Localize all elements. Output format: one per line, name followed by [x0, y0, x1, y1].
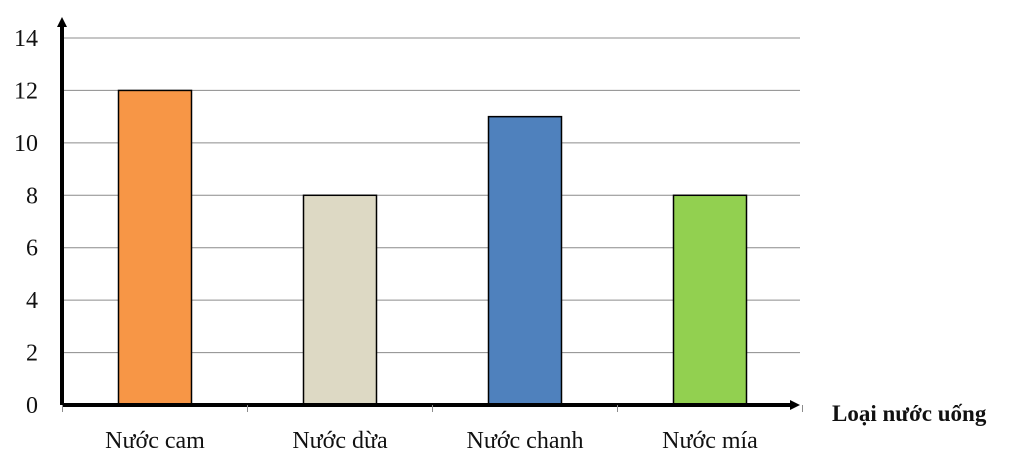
- y-tick-label: 8: [26, 183, 38, 209]
- y-tick-label: 10: [14, 131, 38, 157]
- y-tick-label: 0: [26, 393, 38, 419]
- y-tick-label: 12: [14, 78, 38, 104]
- x-axis-title: Loại nước uống: [832, 401, 987, 426]
- y-tick-label: 6: [26, 236, 38, 262]
- y-tick-label: 14: [14, 26, 38, 52]
- y-tick-label: 4: [26, 288, 38, 314]
- category-label: Nước chanh: [467, 428, 584, 454]
- bar: [302, 194, 378, 406]
- category-labels: Nước cam Nước dừa Nước chanh Nước mía: [105, 428, 758, 454]
- y-tick-label: 2: [26, 341, 38, 367]
- bar: [672, 194, 748, 406]
- category-label: Nước dừa: [292, 428, 388, 454]
- category-label: Nước mía: [662, 428, 758, 454]
- y-tick-labels: 0 2 4 6 8 10 12 14: [14, 26, 38, 419]
- bar: [117, 89, 193, 406]
- bar: [487, 115, 563, 406]
- x-tick-marks: [62, 405, 803, 412]
- bars: [117, 89, 748, 406]
- axes: [57, 17, 800, 410]
- category-label: Nước cam: [105, 428, 205, 454]
